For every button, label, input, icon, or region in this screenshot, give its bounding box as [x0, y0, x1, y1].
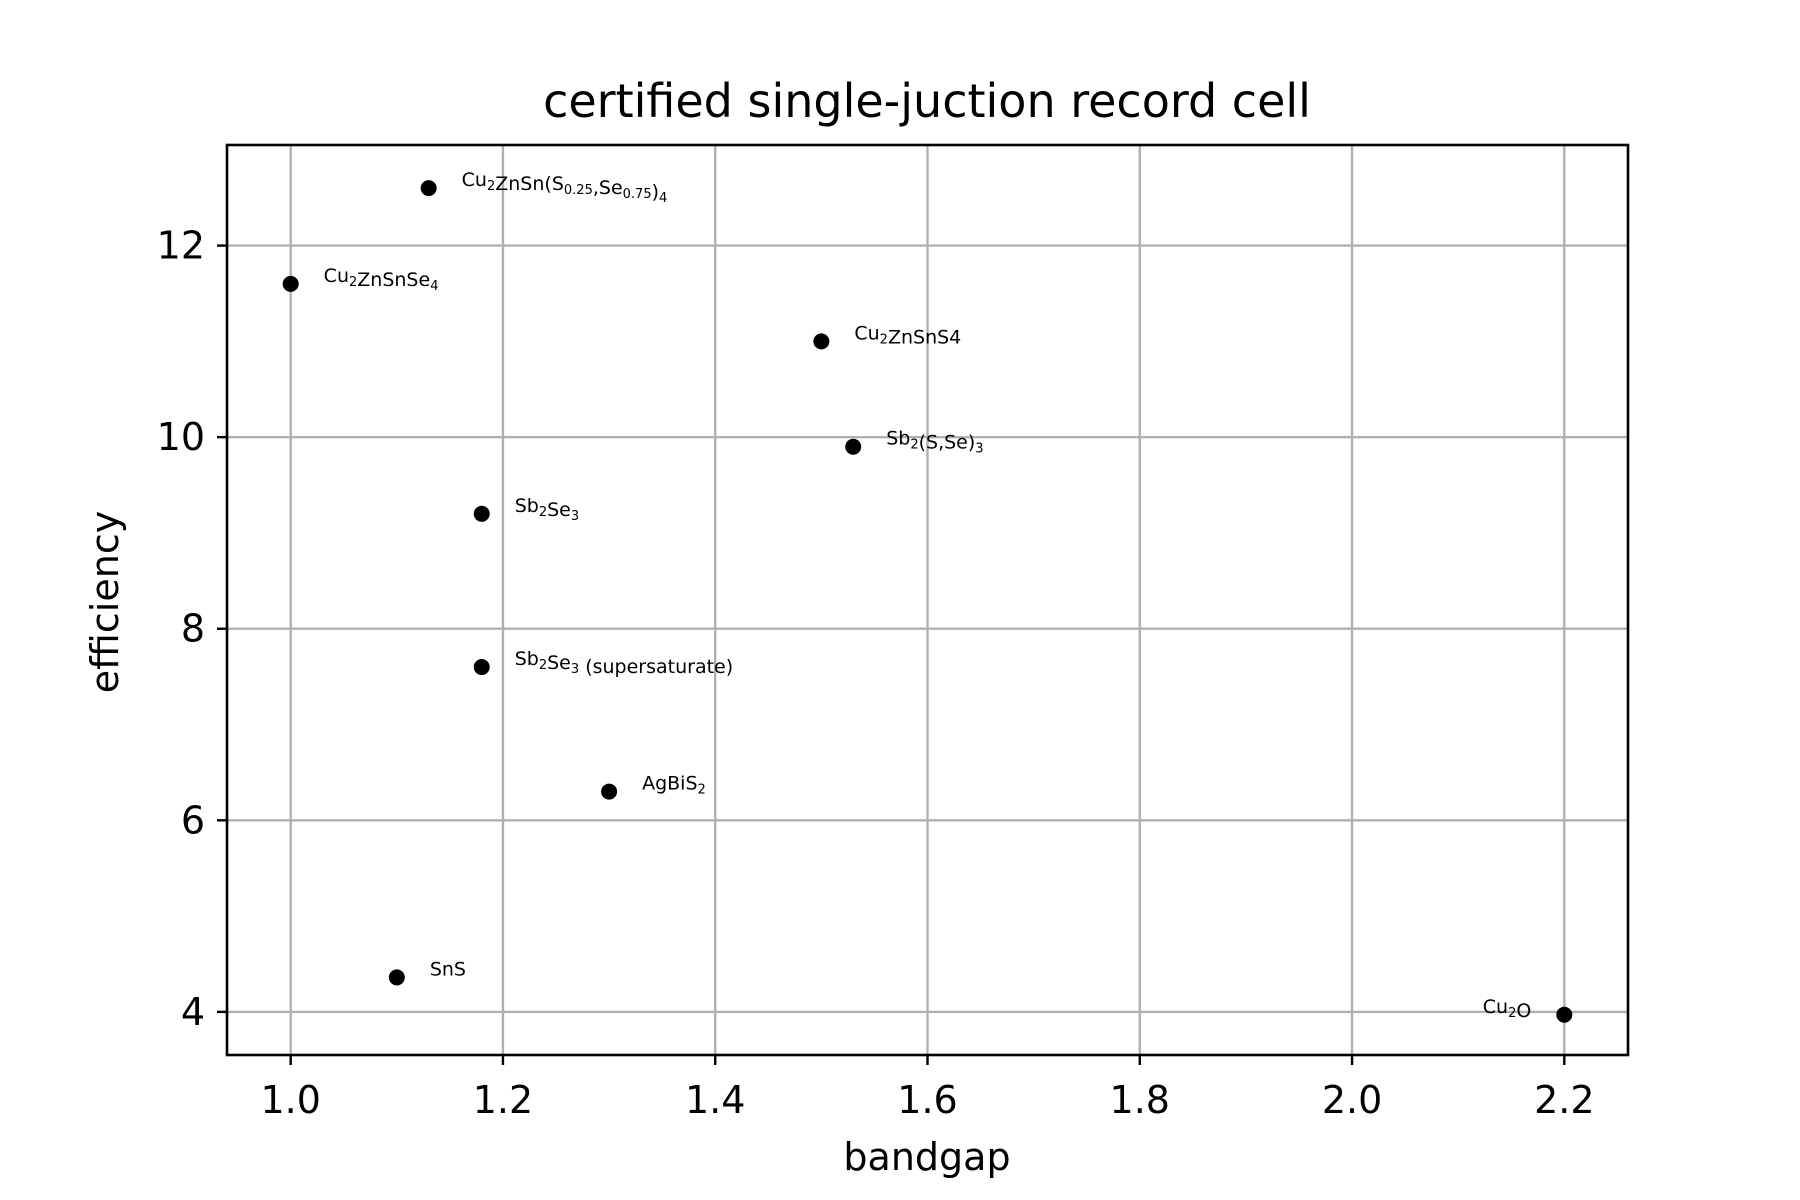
point-label: Sb2(S,Se)3 [886, 428, 983, 457]
y-axis-label: efficiency [83, 511, 127, 693]
point-labels: Cu2ZnSn(S0.25,Se0.75)4 Cu2ZnSnSe4 Cu2ZnSnS… [324, 169, 1532, 1022]
data-point [282, 275, 299, 292]
grid-lines [227, 145, 1628, 1055]
y-tick-label: 4 [181, 990, 205, 1034]
point-label: Cu2ZnSnS4 [854, 322, 961, 348]
point-label: Cu2ZnSn(S0.25,Se0.75)4 [462, 169, 668, 206]
x-tick-label: 1.2 [473, 1078, 533, 1122]
point-label: SnS [430, 958, 466, 980]
data-point [388, 969, 405, 986]
data-point [845, 438, 862, 455]
x-axis-label: bandgap [843, 1135, 1010, 1179]
y-tick-label: 8 [181, 607, 205, 651]
x-tick-label: 2.0 [1322, 1078, 1382, 1122]
data-point [420, 180, 437, 197]
data-point [473, 505, 490, 522]
y-tick-label: 6 [181, 798, 205, 842]
data-point [473, 659, 490, 676]
x-tick-label: 1.0 [260, 1078, 320, 1122]
y-tick-label: 10 [157, 415, 205, 459]
point-label: Cu2ZnSnSe4 [324, 265, 439, 294]
point-label: Sb2Se3 [515, 495, 579, 524]
data-points [282, 180, 1573, 1023]
y-axis: 4 6 8 10 12 [157, 224, 227, 1034]
data-point [813, 333, 830, 350]
point-label: AgBiS2 [642, 773, 706, 798]
data-point [1556, 1006, 1573, 1023]
x-tick-label: 2.2 [1534, 1078, 1594, 1122]
x-axis: 1.0 1.2 1.4 1.6 1.8 2.0 2.2 [260, 1055, 1595, 1122]
x-tick-label: 1.4 [685, 1078, 745, 1122]
chart-title: certified single-juction record cell [543, 74, 1311, 128]
data-point [601, 783, 618, 800]
y-tick-label: 12 [157, 224, 205, 268]
point-label: Cu2O [1483, 996, 1532, 1022]
x-tick-label: 1.6 [897, 1078, 957, 1122]
x-tick-label: 1.8 [1110, 1078, 1170, 1122]
point-label: Sb2Se3 (supersaturate) [515, 648, 733, 678]
